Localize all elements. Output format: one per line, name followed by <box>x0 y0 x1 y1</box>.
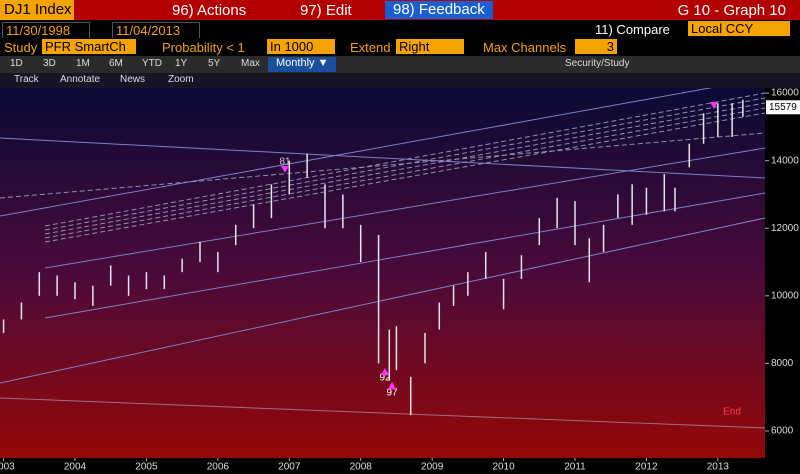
x-tick-label: 2010 <box>492 462 515 473</box>
compare[interactable]: 11) Compare <box>595 22 670 37</box>
axis-bg <box>765 88 800 474</box>
probability-bands <box>0 92 766 243</box>
y-tick-label: 16000 <box>771 88 799 99</box>
period[interactable]: 3D <box>43 58 56 69</box>
tool-bar: Track Annotate News Zoom <box>0 73 800 88</box>
y-tick-label: 12000 <box>771 223 799 234</box>
plot-bg <box>0 88 765 458</box>
field[interactable]: Right <box>396 39 464 54</box>
tool[interactable]: Track <box>14 74 39 85</box>
period[interactable]: 1M <box>76 58 90 69</box>
last-price: 15579 <box>769 102 797 113</box>
study[interactable]: PFR SmartCh <box>42 39 136 54</box>
label: Max Channels <box>483 40 567 55</box>
menu-bar: DJ1 Index 96) Actions 97) Edit 98) Feedb… <box>0 0 800 20</box>
field[interactable]: 3 <box>575 39 617 54</box>
tool[interactable]: News <box>120 74 146 85</box>
x-tick-label: 2012 <box>635 462 658 473</box>
study-bar: Study PFR SmartCh Probability < 1 In 100… <box>0 38 800 56</box>
start-date[interactable]: 11/30/1998 <box>2 22 90 39</box>
annotation: End <box>723 407 741 418</box>
y-tick-label: 8000 <box>771 358 794 369</box>
pattern-marker <box>710 102 718 109</box>
x-tick-label: 2013 <box>707 462 730 473</box>
menu[interactable]: 98) Feedback <box>385 1 493 19</box>
graph-title: G 10 - Graph 10 <box>677 2 786 19</box>
pattern-marker <box>388 382 396 389</box>
end-date[interactable]: 11/04/2013 <box>112 22 200 39</box>
period[interactable]: 1D <box>10 58 23 69</box>
pattern-marker <box>381 368 389 375</box>
x-tick-label: 2007 <box>278 462 301 473</box>
label: Probability < 1 <box>162 40 245 55</box>
y-tick-label: 10000 <box>771 290 799 301</box>
period[interactable]: YTD <box>142 58 162 69</box>
field[interactable]: In 1000 <box>267 39 335 54</box>
currency[interactable]: Local CCY <box>688 21 790 36</box>
axis-bg <box>0 458 765 474</box>
menu[interactable]: 96) Actions <box>172 2 247 19</box>
annotation: 81 <box>279 157 291 168</box>
annotation: 92 <box>379 373 391 384</box>
period[interactable]: Max <box>241 58 260 69</box>
x-tick-label: 2009 <box>421 462 444 473</box>
tool[interactable]: Annotate <box>60 74 101 85</box>
chart: 6000 8000 10000 12000 14000 16000 2003 2004 2005… <box>0 88 800 474</box>
x-tick-label: 2004 <box>64 462 87 473</box>
x-tick-label: 2006 <box>207 462 230 473</box>
y-tick-label: 14000 <box>771 155 799 166</box>
period[interactable]: 1Y <box>175 58 188 69</box>
label: Extend <box>350 40 391 55</box>
x-tick-label: 2003 <box>0 462 15 473</box>
period-bar: Monthly ▼ Security/Study 1D 3D 1M 6M YTD 1Y 5Y… <box>0 56 800 73</box>
x-tick-label: 2005 <box>135 462 158 473</box>
x-tick-label: 2011 <box>564 462 586 473</box>
pattern-marker <box>281 166 289 173</box>
label: Study <box>4 40 38 55</box>
x-tick-label: 2008 <box>350 462 373 473</box>
frequency[interactable]: Monthly ▼ <box>268 57 337 72</box>
y-tick-label: 6000 <box>771 426 794 437</box>
last-price-box <box>766 100 800 115</box>
security-study[interactable]: Security/Study <box>565 58 630 69</box>
period[interactable]: 5Y <box>208 58 221 69</box>
channels <box>0 88 766 429</box>
menu[interactable]: 97) Edit <box>300 2 352 19</box>
tool[interactable]: Zoom <box>168 74 194 85</box>
annotation: 97 <box>386 388 398 399</box>
date-bar: 11/30/1998 11/04/2013 11) Compare Local … <box>0 20 800 39</box>
ticker[interactable]: DJ1 Index <box>0 0 74 20</box>
period[interactable]: 6M <box>109 58 123 69</box>
